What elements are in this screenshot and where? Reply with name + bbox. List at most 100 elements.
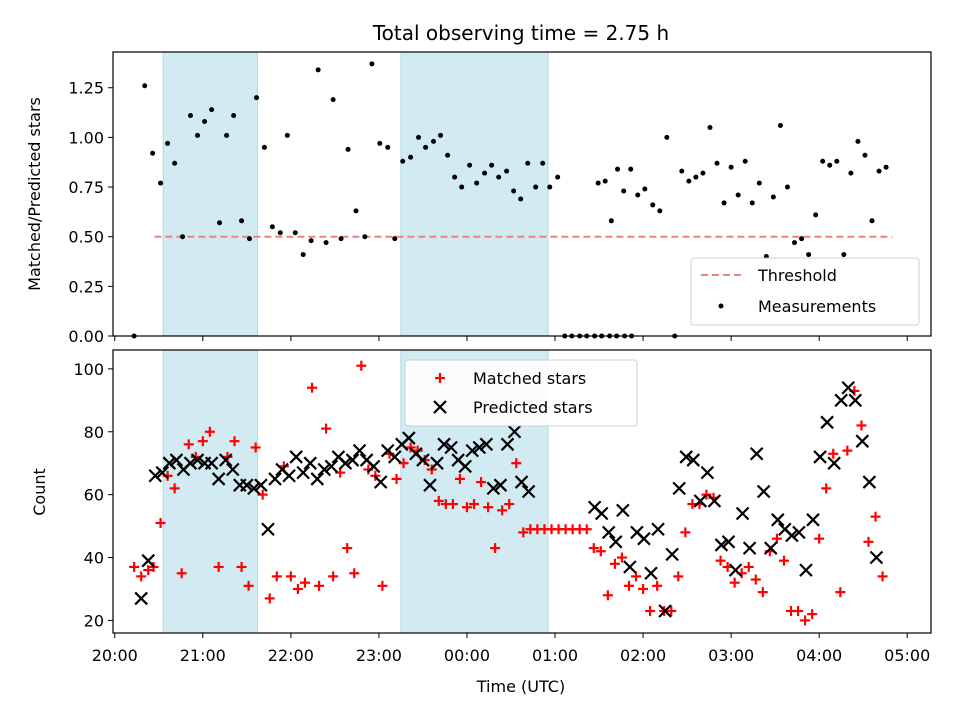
predicted-star-marker <box>310 472 325 486</box>
predicted-star-marker <box>623 560 637 574</box>
bottom-y-ticks: 20 40 60 80 100 <box>73 360 113 630</box>
measurement-point <box>195 132 201 138</box>
marker-stroke <box>296 465 310 480</box>
measurement-point <box>735 192 741 198</box>
measurement-point <box>555 174 561 180</box>
measurement-point <box>777 122 783 128</box>
matched-star-marker <box>856 420 867 431</box>
matched-star-marker <box>243 580 254 591</box>
measurement-point <box>628 166 634 172</box>
x-tick-label: 04:00 <box>796 646 842 665</box>
marker-stroke <box>190 453 205 467</box>
matched-star-marker <box>285 571 296 582</box>
matched-star-marker <box>299 577 310 588</box>
matched-star-marker <box>616 552 627 563</box>
measurement-point <box>602 178 608 184</box>
measurement-point <box>292 230 298 236</box>
marker-stroke <box>778 522 792 537</box>
predicted-star-marker <box>608 535 623 549</box>
measurement-point <box>511 188 517 194</box>
predicted-star-marker <box>141 553 155 568</box>
predicted-star-marker <box>799 563 813 577</box>
predicted-star-marker <box>472 440 487 455</box>
matched-star-marker <box>229 436 240 447</box>
marker-stroke <box>345 453 360 467</box>
matched-star-marker <box>673 571 684 582</box>
matched-star-marker <box>645 605 656 616</box>
measurement-point <box>246 236 252 242</box>
marker-stroke <box>331 450 346 464</box>
matched-star-marker <box>454 473 465 484</box>
marker-stroke <box>813 450 827 464</box>
measurement-point <box>848 170 854 176</box>
measurement-point <box>239 218 245 224</box>
predicted-star-marker <box>742 541 757 555</box>
marker-stroke <box>714 538 729 552</box>
measurement-point <box>547 184 553 190</box>
measurement-point <box>254 95 260 101</box>
predicted-star-marker <box>338 456 353 470</box>
measurement-point <box>431 138 437 144</box>
predicted-star-marker <box>686 453 701 467</box>
measurement-point <box>615 166 621 172</box>
measurement-point <box>792 240 798 246</box>
marker-stroke <box>366 459 381 474</box>
marker-stroke <box>472 440 487 455</box>
predicted-star-marker <box>402 431 416 445</box>
matched-star-marker <box>342 543 353 554</box>
predicted-star-marker <box>862 475 877 489</box>
x-tick-label: 02:00 <box>620 646 666 665</box>
measurement-point <box>883 164 889 170</box>
measurement-point <box>482 170 488 176</box>
predicted-star-marker <box>714 538 729 552</box>
x-tick-label: 05:00 <box>884 646 930 665</box>
marker-stroke <box>728 563 743 577</box>
measurement-point <box>323 240 329 246</box>
matched-star-marker <box>807 609 818 620</box>
y-tick-label: 0.75 <box>68 178 104 197</box>
marker-stroke <box>416 453 430 467</box>
measurement-point <box>261 144 267 150</box>
predicted-star-marker <box>479 437 494 452</box>
predicted-star-marker <box>282 468 296 483</box>
predicted-star-marker <box>771 513 785 527</box>
matched-star-marker <box>729 577 740 588</box>
marker-stroke <box>862 475 877 489</box>
measurement-point <box>338 236 344 242</box>
marker-stroke <box>493 478 508 492</box>
bottom-frame <box>112 349 932 634</box>
predicted-star-marker <box>855 434 870 448</box>
matched-star-marker <box>391 473 402 484</box>
legend-matched-swatch <box>435 373 445 383</box>
matched-star-marker <box>518 527 529 538</box>
matched-star-marker <box>595 546 606 557</box>
matched-star-marker <box>666 605 677 616</box>
marker-stroke <box>820 415 834 430</box>
marker-stroke <box>869 550 884 565</box>
marker-stroke <box>658 604 672 618</box>
marker-stroke <box>623 560 637 574</box>
shaded-interval <box>400 51 549 337</box>
measurement-point <box>353 208 359 214</box>
marker-stroke <box>601 525 616 540</box>
measurement-point <box>700 170 706 176</box>
y-tick-label: 0.50 <box>68 228 104 247</box>
measurement-point <box>150 150 156 156</box>
measurement-point <box>369 61 375 67</box>
predicted-star-marker <box>869 550 884 565</box>
measurement-point <box>180 234 186 240</box>
matched-star-marker <box>771 533 782 544</box>
measurement-point <box>540 160 546 166</box>
matched-star-marker <box>877 571 888 582</box>
matched-star-marker <box>433 495 444 506</box>
predicted-stars-points <box>134 380 884 618</box>
marker-stroke <box>834 393 848 408</box>
measurement-point <box>445 152 451 158</box>
y-tick-label: 80 <box>84 423 104 442</box>
x-tick-label: 21:00 <box>180 646 226 665</box>
x-tick-label: 23:00 <box>356 646 402 665</box>
matched-star-marker <box>250 442 261 453</box>
measurement-point <box>231 113 237 119</box>
matched-star-marker <box>750 574 761 585</box>
bottom-legend: Matched stars Predicted stars <box>404 359 638 427</box>
